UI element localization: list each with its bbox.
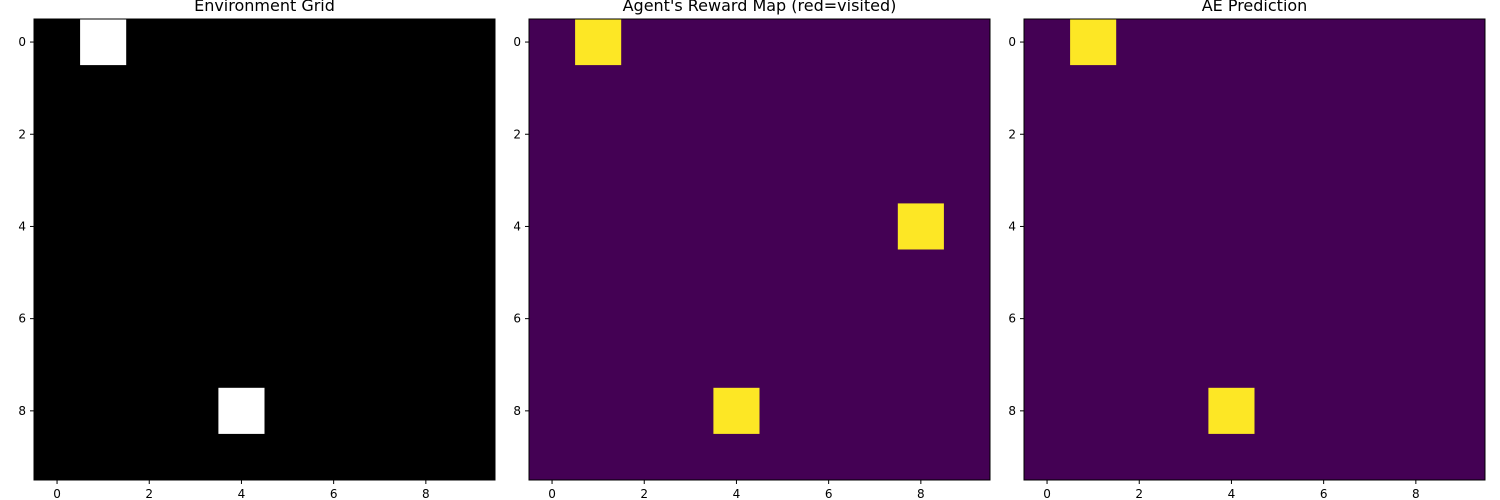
heatmap-panel-3: AE Prediction 0 2 4 6 8 0 2 4 6 8 xyxy=(1008,0,1486,500)
y-tick-label: 6 xyxy=(18,312,26,326)
y-tick-label: 8 xyxy=(18,404,26,418)
y-tick-label: 6 xyxy=(1008,312,1016,326)
heatmap-panel-1: Environment Grid 0 2 4 6 8 0 2 4 6 8 xyxy=(18,0,496,500)
x-tick-label: 4 xyxy=(238,487,246,500)
x-tick-label: 6 xyxy=(1320,487,1328,500)
y-tick-label: 4 xyxy=(18,219,26,233)
y-tick-label: 0 xyxy=(1008,35,1016,49)
x-tick-label: 8 xyxy=(917,487,925,500)
y-tick-label: 4 xyxy=(1008,219,1016,233)
heatmap-cell-r8-c4 xyxy=(1208,387,1255,434)
y-tick-label: 6 xyxy=(513,312,521,326)
axes-frame xyxy=(1023,18,1486,481)
y-tick-label: 0 xyxy=(513,35,521,49)
x-tick-label: 2 xyxy=(145,487,153,500)
x-tick-label: 4 xyxy=(1228,487,1236,500)
x-tick-label: 0 xyxy=(1043,487,1051,500)
axes-frame xyxy=(528,18,991,481)
heatmap-cell-r4-c8 xyxy=(897,203,944,250)
chart-title: AE Prediction xyxy=(1202,0,1308,15)
x-tick-label: 4 xyxy=(733,487,741,500)
x-tick-label: 8 xyxy=(422,487,430,500)
heatmap-cell-r0-c1 xyxy=(575,19,622,66)
heatmap-cell-r8-c4 xyxy=(713,387,760,434)
x-tick-label: 8 xyxy=(1412,487,1420,500)
y-tick-label: 8 xyxy=(513,404,521,418)
x-tick-label: 2 xyxy=(640,487,648,500)
axes-frame xyxy=(33,18,496,481)
heatmap-cell-r0-c1 xyxy=(1070,19,1117,66)
y-tick-label: 2 xyxy=(18,127,26,141)
heatmap-cell-r8-c4 xyxy=(218,387,265,434)
heatmap-panel-2: Agent's Reward Map (red=visited) 0 2 4 6 8 0 2 4… xyxy=(513,0,991,500)
x-tick-label: 6 xyxy=(330,487,338,500)
chart-title: Agent's Reward Map (red=visited) xyxy=(623,0,897,15)
chart-title: Environment Grid xyxy=(194,0,335,15)
y-tick-label: 4 xyxy=(513,219,521,233)
y-tick-label: 0 xyxy=(18,35,26,49)
x-tick-label: 6 xyxy=(825,487,833,500)
y-tick-label: 8 xyxy=(1008,404,1016,418)
y-tick-label: 2 xyxy=(1008,127,1016,141)
x-tick-label: 0 xyxy=(548,487,556,500)
x-tick-label: 0 xyxy=(53,487,61,500)
y-tick-label: 2 xyxy=(513,127,521,141)
x-tick-label: 2 xyxy=(1135,487,1143,500)
heatmap-cell-r0-c1 xyxy=(80,19,127,66)
